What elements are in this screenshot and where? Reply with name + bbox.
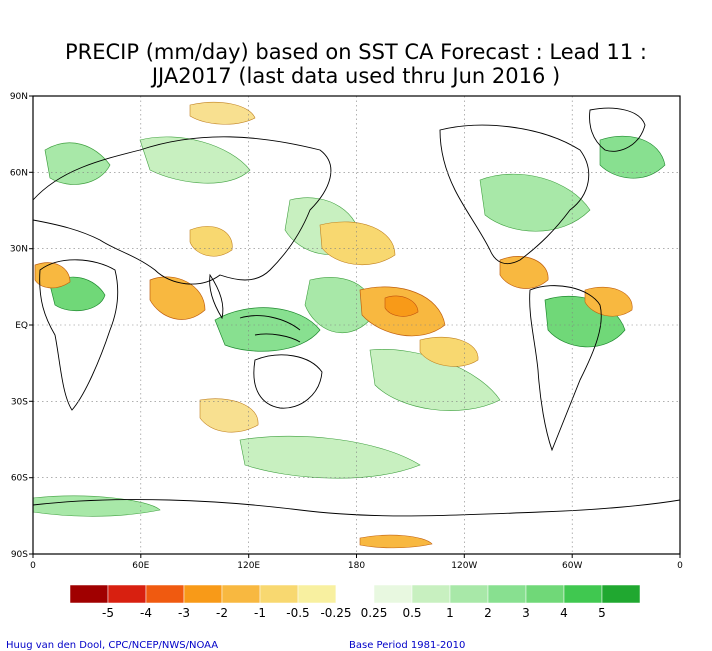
wet-region-siberia — [139, 136, 251, 184]
legend-color-box — [259, 584, 299, 604]
lon-tick-label: 60W — [562, 561, 582, 571]
legend-color-box — [335, 584, 375, 604]
wet-region-antarctic-edge — [33, 495, 161, 517]
legend-color-box — [297, 584, 337, 604]
legend-color-box — [107, 584, 147, 604]
lat-tick-label: 90N — [10, 92, 28, 102]
lon-tick-label: 120W — [451, 561, 477, 571]
greenland-outline — [589, 107, 646, 152]
lon-tick-label: 60E — [132, 561, 149, 571]
dry-region-south-atlantic — [584, 286, 633, 317]
credit-base-period: Base Period 1981-2010 — [349, 640, 466, 651]
legend-tick-label: -3 — [178, 606, 190, 620]
dry-region-south-pacific-east — [419, 336, 479, 367]
legend-color-box — [525, 584, 565, 604]
lat-tick-label: EQ — [15, 321, 28, 331]
legend-tick-label: 2 — [484, 606, 492, 620]
wet-region-southern-ocean — [239, 435, 421, 479]
lon-axis: 0 60E 120E 180 120W 60W 0 — [30, 554, 683, 571]
lat-tick-label: 60S — [11, 474, 28, 484]
legend-tick-label: 0.25 — [361, 606, 388, 620]
lat-axis: 90N 60N 30N EQ 30S 60S 90S — [10, 92, 33, 560]
lat-tick-label: 90S — [11, 550, 28, 560]
legend-color-box — [449, 584, 489, 604]
australia-outline — [253, 354, 323, 409]
color-legend-boxes — [69, 584, 641, 604]
wet-region-north-america — [479, 173, 591, 232]
dry-region-arctic-north — [189, 102, 256, 125]
africa-outline — [39, 259, 119, 411]
eurasia-outline — [33, 136, 332, 285]
india-outline — [209, 273, 224, 320]
south-america-outline — [529, 285, 602, 452]
legend-tick-label: 5 — [598, 606, 606, 620]
legend-color-box — [221, 584, 261, 604]
legend-color-box — [601, 584, 641, 604]
legend-color-box — [411, 584, 451, 604]
dry-region-australia — [199, 398, 259, 433]
lat-tick-label: 30S — [11, 397, 28, 407]
credit-author: Huug van den Dool, CPC/NCEP/NWS/NOAA — [6, 640, 219, 651]
legend-color-box — [487, 584, 527, 604]
dry-region-caribbean — [499, 256, 549, 289]
dry-region-north-pacific — [319, 221, 396, 266]
lon-tick-label: 180 — [348, 561, 365, 571]
color-legend-labels: -5 -4 -3 -2 -1 -0.5 -0.25 0.25 0.5 1 2 3 4 5 — [102, 606, 606, 620]
wet-region-greenland — [599, 135, 666, 179]
maritime-continent-outline — [239, 315, 301, 343]
legend-tick-label: -0.25 — [320, 606, 351, 620]
legend-color-box — [145, 584, 185, 604]
legend-tick-label: 3 — [522, 606, 530, 620]
map-title-line-1: PRECIP (mm/day) based on SST CA Forecast… — [64, 40, 648, 64]
legend-tick-label: -5 — [102, 606, 114, 620]
wet-region-arctic-europe — [44, 142, 111, 185]
legend-color-box — [563, 584, 603, 604]
legend-tick-label: 1 — [446, 606, 454, 620]
dry-region-arabia — [149, 276, 206, 320]
legend-tick-label: 0.5 — [402, 606, 421, 620]
antarctica-outline — [33, 499, 680, 517]
lon-tick-label: 0 — [30, 561, 36, 571]
map-title-line-2: JJA2017 (last data used thru Jun 2016 ) — [151, 64, 561, 88]
dry-region-core-eastern-pacific — [384, 295, 419, 317]
legend-color-box — [69, 584, 109, 604]
wet-region-maritime-continent — [214, 307, 321, 352]
wet-region-south-pacific — [369, 349, 501, 411]
dry-region-antarctic — [359, 534, 433, 549]
legend-color-box — [373, 584, 413, 604]
legend-tick-label: -4 — [140, 606, 152, 620]
north-america-outline — [439, 124, 590, 264]
legend-color-box — [183, 584, 223, 604]
lat-tick-label: 60N — [10, 168, 28, 178]
legend-tick-label: -2 — [216, 606, 228, 620]
lon-tick-label: 120E — [237, 561, 260, 571]
lat-tick-label: 30N — [10, 245, 28, 255]
precip-anomaly-field — [33, 102, 666, 549]
lon-tick-label: 0 — [677, 561, 683, 571]
legend-tick-label: 4 — [560, 606, 568, 620]
continent-outlines — [33, 107, 680, 517]
legend-tick-label: -1 — [254, 606, 266, 620]
legend-tick-label: -0.5 — [286, 606, 309, 620]
